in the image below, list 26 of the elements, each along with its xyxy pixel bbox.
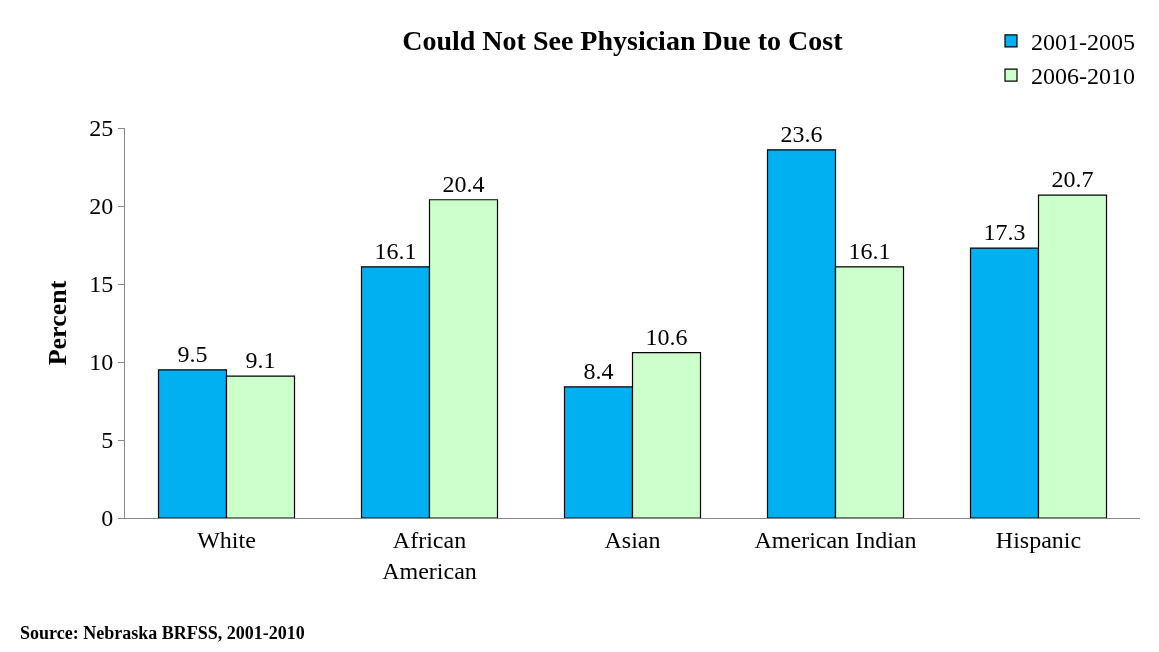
data-label: 17.3 [983, 219, 1026, 246]
data-label: 20.4 [442, 170, 485, 197]
data-label: 16.1 [374, 237, 417, 264]
data-label: 9.5 [177, 340, 208, 367]
x-tick-label: American Indian [754, 526, 917, 553]
y-tick-label: 0 [101, 505, 114, 532]
legend-label: 2001-2005 [1031, 29, 1135, 56]
y-tick-label: 5 [101, 427, 114, 454]
data-label: 20.7 [1051, 166, 1094, 193]
chart-title: Could Not See Physician Due to Cost [402, 24, 844, 56]
data-label: 8.4 [583, 357, 614, 384]
x-tick-label: Hispanic [995, 526, 1082, 553]
y-tick-label: 10 [89, 349, 114, 376]
legend-label: 2006-2010 [1031, 63, 1135, 90]
y-tick-label: 20 [89, 193, 114, 220]
data-label: 23.6 [780, 120, 823, 147]
data-label: 10.6 [645, 323, 688, 350]
y-axis-title: Percent [42, 280, 72, 366]
data-label: 9.1 [245, 347, 276, 374]
data-label: 16.1 [848, 237, 891, 264]
x-tick-label: African American [382, 526, 477, 584]
y-tick-label: 25 [89, 115, 114, 142]
x-tick-label: Asian [604, 526, 661, 553]
source-note: Source: Nebraska BRFSS, 2001-2010 [20, 623, 305, 643]
y-tick-label: 15 [89, 271, 114, 298]
x-tick-label: White [197, 526, 256, 553]
